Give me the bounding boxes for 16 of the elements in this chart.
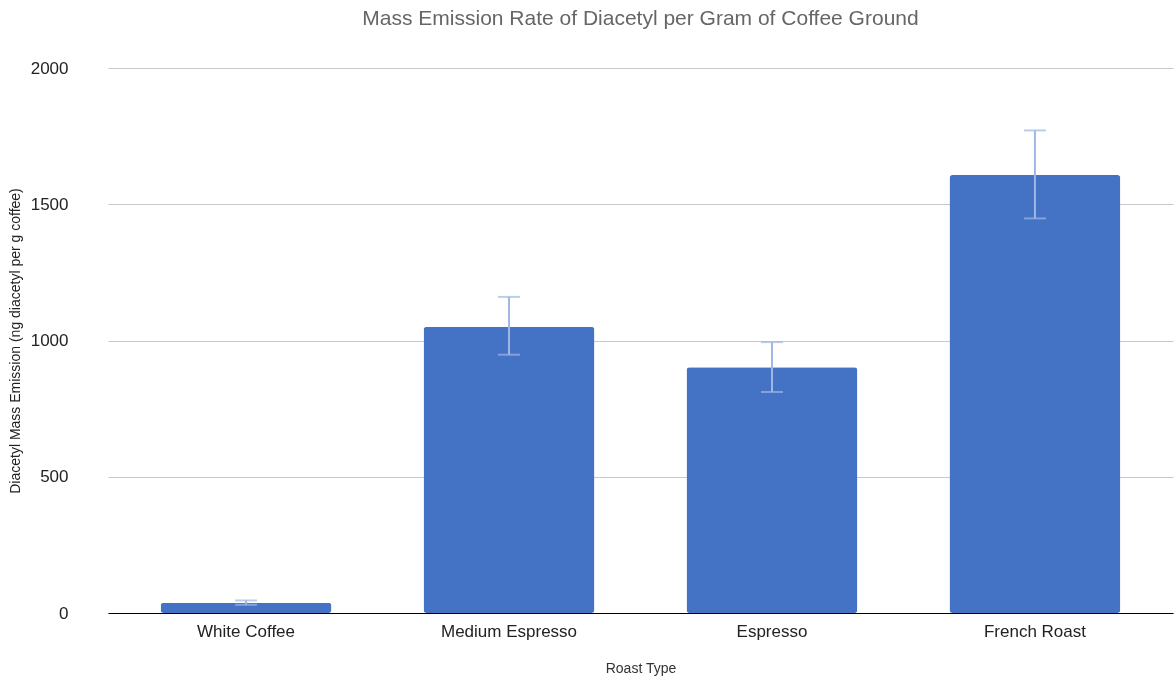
y-tick-label: 500 bbox=[40, 467, 69, 487]
y-tick-label: 0 bbox=[59, 603, 69, 623]
bar bbox=[423, 326, 595, 613]
y-tick-label: 1000 bbox=[30, 331, 69, 350]
bar bbox=[686, 367, 858, 613]
y-tick-label: 1500 bbox=[30, 194, 69, 214]
chart-title: Mass Emission Rate of Diacetyl per Gram of Coffee Ground bbox=[362, 6, 919, 29]
bar bbox=[949, 175, 1121, 613]
x-tick-label: French Roast bbox=[983, 621, 1087, 641]
x-tick-label: White Coffee bbox=[197, 621, 296, 641]
y-axis-title: Diacetyl Mass Emission (ng diacetyl per g coffee) bbox=[6, 188, 23, 494]
x-axis-title: Roast Type bbox=[605, 659, 677, 676]
y-tick-label: 2000 bbox=[30, 58, 69, 78]
x-tick-label: Espresso bbox=[736, 621, 808, 641]
bar bbox=[160, 602, 332, 613]
x-tick-label: Medium Espresso bbox=[440, 621, 578, 641]
